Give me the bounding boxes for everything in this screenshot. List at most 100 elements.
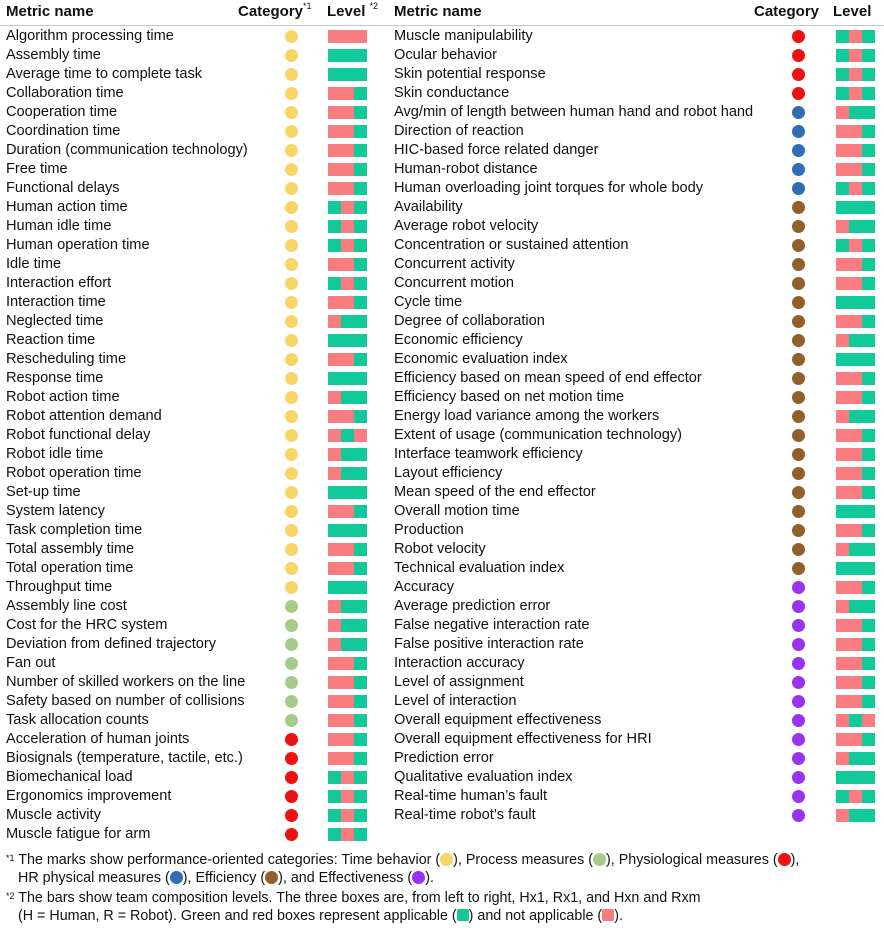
metric-name: Technical evaluation index <box>394 560 565 576</box>
applicable-box <box>836 505 849 518</box>
applicable-box <box>862 391 875 404</box>
category-dot-icon <box>285 790 298 803</box>
applicable-box <box>862 258 875 271</box>
applicable-box <box>328 220 341 233</box>
category-dot-icon <box>792 125 805 138</box>
applicable-box <box>862 277 875 290</box>
metric-name: Interaction effort <box>6 275 112 291</box>
not-applicable-box <box>328 410 341 423</box>
metric-name: Free time <box>6 161 68 177</box>
footnote-ref-1: *1 <box>303 1 312 11</box>
header-level-right: Level <box>833 3 872 20</box>
category-dot-icon <box>792 258 805 271</box>
category-dot-icon <box>285 771 298 784</box>
not-applicable-box <box>849 68 862 81</box>
level-bar <box>836 144 875 157</box>
not-applicable-box <box>328 125 341 138</box>
category-dot-icon <box>792 144 805 157</box>
applicable-box <box>354 638 367 651</box>
applicable-box <box>328 201 341 214</box>
not-applicable-box <box>849 524 862 537</box>
not-applicable-box <box>341 505 354 518</box>
not-applicable-box <box>849 638 862 651</box>
level-bar <box>328 828 367 841</box>
not-applicable-box <box>836 752 849 765</box>
category-dot-icon <box>285 182 298 195</box>
metric-name: Muscle activity <box>6 807 101 823</box>
category-dot-icon <box>792 809 805 822</box>
metric-name: Robot action time <box>6 389 120 405</box>
header-category-label: Category <box>238 3 304 20</box>
not-applicable-box <box>836 315 849 328</box>
category-dot-icon <box>792 277 805 290</box>
table-row: Safety based on number of collisions <box>0 692 884 711</box>
not-applicable-box <box>849 657 862 670</box>
applicable-box <box>328 771 341 784</box>
not-applicable-box <box>341 771 354 784</box>
category-dot-icon <box>285 220 298 233</box>
level-bar <box>836 695 875 708</box>
table-row: Robot action time <box>0 388 884 407</box>
metric-name: Throughput time <box>6 579 113 595</box>
level-bar <box>328 790 367 803</box>
footnote-2-mark: *2 <box>6 891 15 901</box>
hr-physical-measures-mark-icon <box>169 871 183 884</box>
table-row: Muscle fatigue for arm <box>0 825 884 844</box>
applicable-box <box>354 163 367 176</box>
metric-name: Muscle manipulability <box>394 28 533 44</box>
not-applicable-box <box>328 657 341 670</box>
applicable-box <box>862 771 875 784</box>
category-dot-icon <box>792 182 805 195</box>
applicable-box <box>836 49 849 62</box>
applicable-box <box>862 562 875 575</box>
footnote-1-mark: *1 <box>6 853 15 863</box>
table-row: Fan out <box>0 654 884 673</box>
not-applicable-box <box>849 581 862 594</box>
level-bar <box>328 429 367 442</box>
category-dot-icon <box>285 505 298 518</box>
table-row: Robot attention demand <box>0 407 884 426</box>
level-bar <box>836 87 875 100</box>
applicable-box <box>354 809 367 822</box>
footnote-1-text-h: ). <box>425 870 434 886</box>
header-category-left: Category*1 <box>238 1 312 20</box>
level-bar <box>328 771 367 784</box>
applicable-box <box>836 239 849 252</box>
level-bar <box>836 353 875 366</box>
level-bar <box>328 87 367 100</box>
applicable-box <box>862 239 875 252</box>
applicable-box <box>862 144 875 157</box>
applicable-box <box>354 391 367 404</box>
not-applicable-box <box>849 125 862 138</box>
category-dot-icon <box>792 410 805 423</box>
metric-name: Robot velocity <box>394 541 486 557</box>
not-applicable-box <box>849 258 862 271</box>
not-applicable-box <box>836 657 849 670</box>
level-bar <box>328 695 367 708</box>
category-dot-icon <box>285 106 298 119</box>
category-dot-icon <box>285 410 298 423</box>
not-applicable-box <box>328 296 341 309</box>
level-bar <box>328 600 367 613</box>
metric-name: Degree of collaboration <box>394 313 545 329</box>
metric-name: Average prediction error <box>394 598 551 614</box>
applicable-box <box>849 771 862 784</box>
category-dot-icon <box>792 220 805 233</box>
category-dot-icon <box>285 87 298 100</box>
applicable-box <box>341 448 354 461</box>
not-applicable-box <box>328 562 341 575</box>
metric-name: Skin potential response <box>394 66 546 82</box>
applicable-box <box>836 30 849 43</box>
not-applicable-box <box>836 334 849 347</box>
applicable-box <box>862 201 875 214</box>
not-applicable-box <box>836 144 849 157</box>
process-measures-mark-icon <box>593 853 606 866</box>
applicable-box <box>849 220 862 233</box>
applicable-box <box>328 277 341 290</box>
table-row: Throughput time <box>0 578 884 597</box>
applicable-box <box>354 353 367 366</box>
not-applicable-box <box>341 182 354 195</box>
level-bar <box>836 486 875 499</box>
table-row: Avg/min of length between human hand and… <box>0 103 884 122</box>
metric-name: Cycle time <box>394 294 463 310</box>
